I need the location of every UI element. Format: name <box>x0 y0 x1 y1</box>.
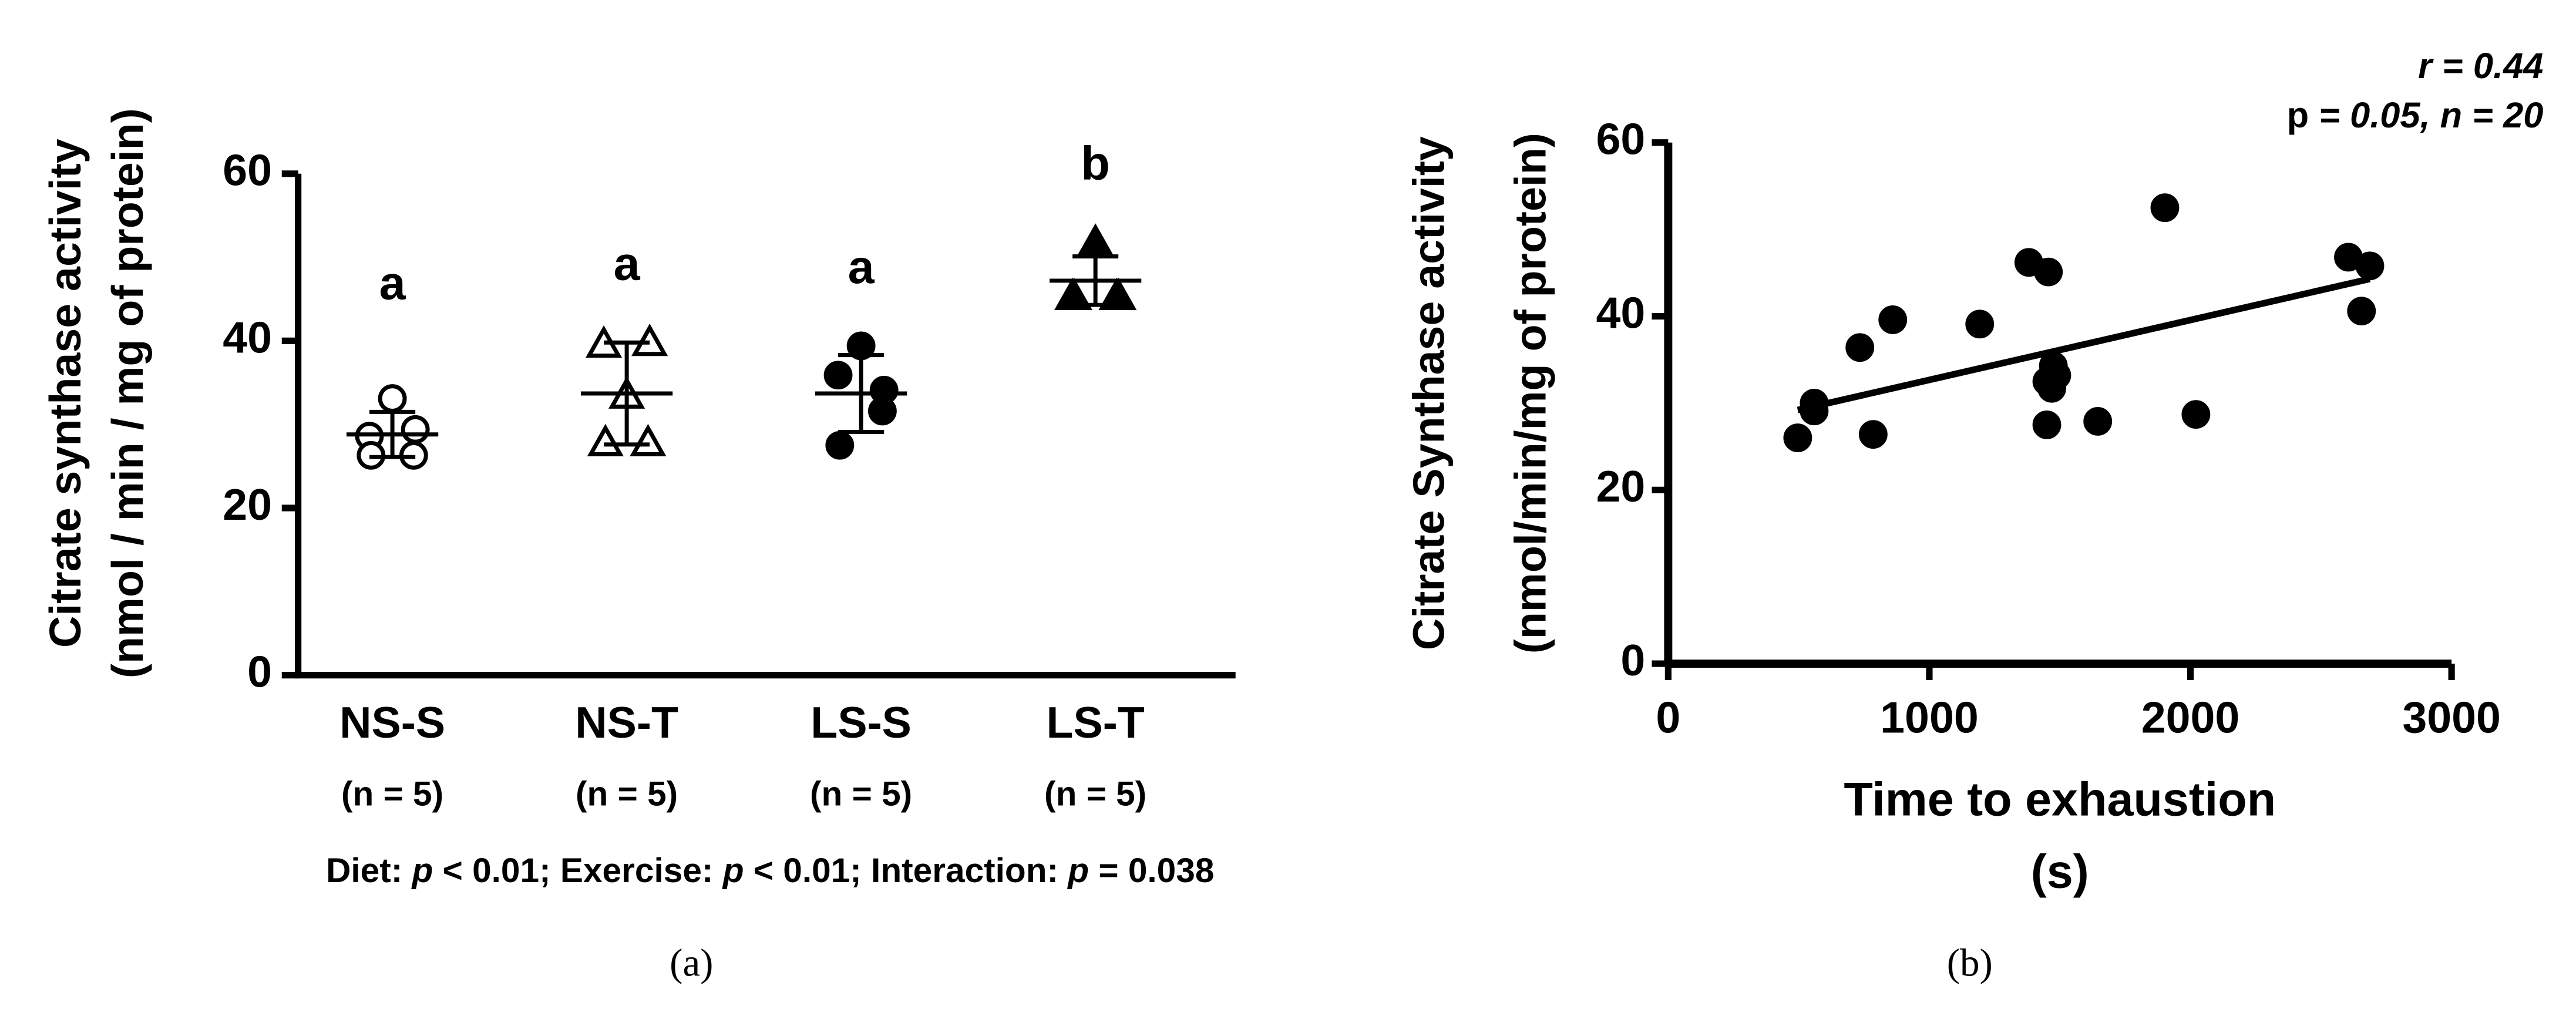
y-tick-label: 20 <box>223 480 272 529</box>
data-point <box>1965 309 1995 339</box>
panel-label: (a) <box>670 941 713 985</box>
y-axis-title: Citrate Synthase activity <box>1404 136 1453 650</box>
panel-label: (b) <box>1947 941 1993 985</box>
annotation: r = 0.44 <box>2418 46 2543 86</box>
annotation-part: p <box>2287 95 2309 136</box>
data-point <box>2083 407 2113 436</box>
error-bar <box>604 340 650 447</box>
annotation: Diet: p < 0.01; Exercise: p < 0.01; Inte… <box>326 852 1214 890</box>
sample-size: (n = 5) <box>576 775 678 813</box>
annotation-part: p <box>1067 852 1089 890</box>
annotation-part: < 0.01; Interaction: <box>744 852 1068 890</box>
annotation-part: p <box>722 852 744 890</box>
y-tick-label: 40 <box>223 312 272 362</box>
data-point <box>1055 277 1092 310</box>
x-tick-label: LS-T <box>1046 698 1144 747</box>
data-point <box>1845 333 1875 362</box>
error-bar <box>369 409 416 459</box>
data-point <box>825 430 855 460</box>
y-tick-label: 60 <box>223 146 272 195</box>
x-tick-label: 3000 <box>2402 693 2501 742</box>
sample-size: (n = 5) <box>341 775 443 813</box>
data-point <box>1077 223 1114 256</box>
data-point <box>1098 277 1135 310</box>
annotation-part: p <box>411 852 433 890</box>
y-axis-title: (nmol / min / mg of protein) <box>103 108 152 678</box>
significance-letter: b <box>1081 137 1109 190</box>
error-bar <box>1072 254 1119 307</box>
x-tick-label: NS-T <box>575 698 678 747</box>
x-tick-label: 0 <box>1656 693 1680 742</box>
data-point <box>378 384 407 413</box>
data-point <box>823 361 853 390</box>
data-point <box>630 423 667 457</box>
y-tick-label: 0 <box>1620 635 1645 685</box>
y-tick-label: 40 <box>1596 288 1645 337</box>
data-point <box>2037 374 2066 403</box>
annotation-part: r = 0.44 <box>2418 46 2543 86</box>
y-tick-label: 60 <box>1596 115 1645 164</box>
y-axis-title: (nmol/min/mg of protein) <box>1505 133 1555 654</box>
error-bar <box>838 353 885 434</box>
data-point <box>2181 400 2211 429</box>
annotation-part: Diet: <box>326 852 412 890</box>
data-point <box>867 396 897 426</box>
annotation-part: = 0.05, n = 20 <box>2309 95 2543 136</box>
x-tick-label: NS-S <box>339 698 445 747</box>
regression-line <box>1797 275 2371 413</box>
data-point <box>2355 251 2385 281</box>
y-tick-label: 0 <box>247 647 272 697</box>
x-tick-label: 2000 <box>2141 693 2240 742</box>
data-point <box>2150 193 2180 223</box>
data-point <box>1878 305 1908 334</box>
x-tick-label: 1000 <box>1880 693 1979 742</box>
data-point <box>1783 423 1812 452</box>
x-tick-label: LS-S <box>811 698 912 747</box>
sample-size: (n = 5) <box>810 775 912 813</box>
data-point <box>1858 420 1888 449</box>
data-point <box>401 415 430 444</box>
significance-letter: a <box>848 241 875 294</box>
significance-letter: a <box>379 257 406 310</box>
annotation-part: = 0.038 <box>1089 852 1214 890</box>
data-point <box>2032 410 2062 439</box>
sample-size: (n = 5) <box>1044 775 1146 813</box>
annotation: p = 0.05, n = 20 <box>2287 95 2544 136</box>
data-point <box>2347 297 2376 326</box>
annotation-part: < 0.01; Exercise: <box>433 852 722 890</box>
y-axis-title: Citrate synthase activity <box>41 139 90 648</box>
y-tick-label: 20 <box>1596 462 1645 511</box>
x-axis-title: Time to exhaustion <box>1844 773 2276 826</box>
data-point <box>1800 396 1829 426</box>
x-axis-title: (s) <box>2031 845 2089 898</box>
significance-letter: a <box>614 237 641 290</box>
data-point <box>587 423 624 457</box>
data-point <box>2034 257 2063 287</box>
